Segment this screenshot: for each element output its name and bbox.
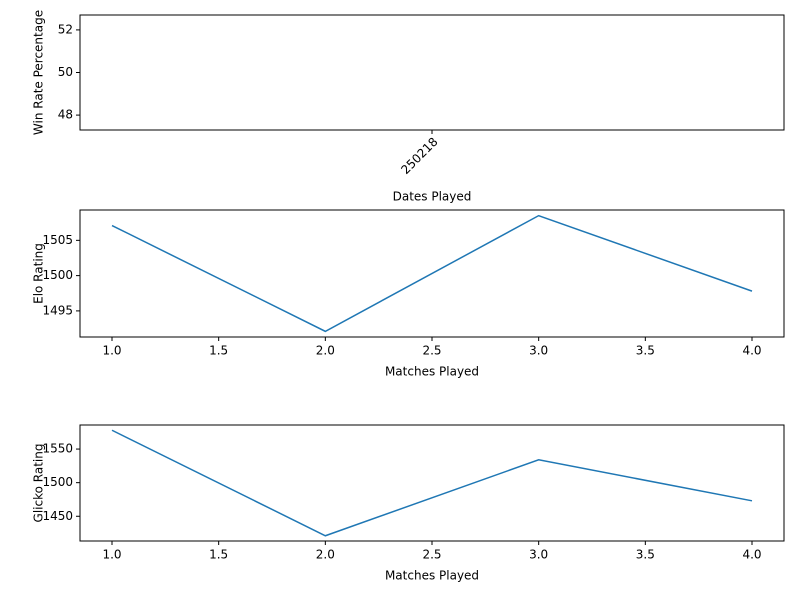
x-tick-label: 3.5	[636, 548, 655, 562]
x-tick-label: 2.0	[316, 344, 335, 358]
x-tick-label: 1.0	[102, 548, 121, 562]
y-axis-label: Glicko Rating	[32, 444, 46, 523]
y-tick-label: 1495	[42, 303, 73, 317]
y-axis-label: Elo Rating	[32, 243, 46, 304]
x-axis-label: Matches Played	[385, 365, 479, 379]
y-tick-label: 1550	[42, 442, 73, 456]
x-tick-label: 250218	[398, 135, 440, 177]
plot-frame	[79, 424, 785, 542]
x-axis-label: Dates Played	[393, 190, 472, 204]
x-tick-label: 2.5	[422, 344, 441, 358]
x-tick-label: 3.0	[529, 548, 548, 562]
x-tick-label: 3.0	[529, 344, 548, 358]
y-tick-label: 1500	[42, 268, 73, 282]
y-axis-label: Win Rate Percentage	[32, 10, 46, 135]
x-tick-label: 1.5	[209, 344, 228, 358]
y-tick-label: 1500	[42, 475, 73, 489]
y-tick-label: 52	[58, 22, 73, 36]
data-line	[111, 214, 753, 333]
plot-frame	[79, 14, 785, 131]
y-tick-label: 48	[58, 108, 73, 122]
x-tick-label: 2.0	[316, 548, 335, 562]
data-line	[111, 429, 753, 537]
x-tick-label: 4.0	[742, 548, 761, 562]
x-axis-label: Matches Played	[385, 569, 479, 583]
y-tick-label: 1505	[42, 233, 73, 247]
y-tick-label: 1450	[42, 509, 73, 523]
x-tick-label: 2.5	[422, 548, 441, 562]
y-tick-label: 50	[58, 65, 73, 79]
x-tick-label: 4.0	[742, 344, 761, 358]
x-tick-label: 3.5	[636, 344, 655, 358]
x-tick-label: 1.0	[102, 344, 121, 358]
x-tick-label: 1.5	[209, 548, 228, 562]
